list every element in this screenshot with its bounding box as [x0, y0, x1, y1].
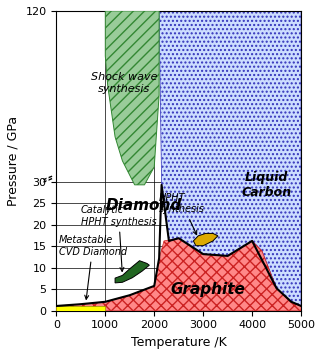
Text: HPHT
synthesis: HPHT synthesis — [159, 193, 205, 235]
Text: Shock wave
synthesis: Shock wave synthesis — [90, 72, 157, 94]
Text: Metastable
CVD Diamond: Metastable CVD Diamond — [59, 235, 127, 299]
Polygon shape — [159, 11, 301, 306]
Polygon shape — [105, 11, 159, 185]
Text: Catalytic
HPHT synthesis: Catalytic HPHT synthesis — [81, 205, 156, 271]
Polygon shape — [115, 261, 149, 283]
X-axis label: Temperature /K: Temperature /K — [131, 336, 227, 349]
Polygon shape — [194, 234, 218, 246]
Text: Graphite: Graphite — [171, 282, 245, 297]
Text: Diamond: Diamond — [105, 198, 182, 213]
Y-axis label: Pressure / GPa: Pressure / GPa — [7, 116, 20, 206]
Polygon shape — [56, 238, 301, 311]
Text: Liquid
Carbon: Liquid Carbon — [242, 171, 292, 199]
Bar — [56, 306, 105, 311]
